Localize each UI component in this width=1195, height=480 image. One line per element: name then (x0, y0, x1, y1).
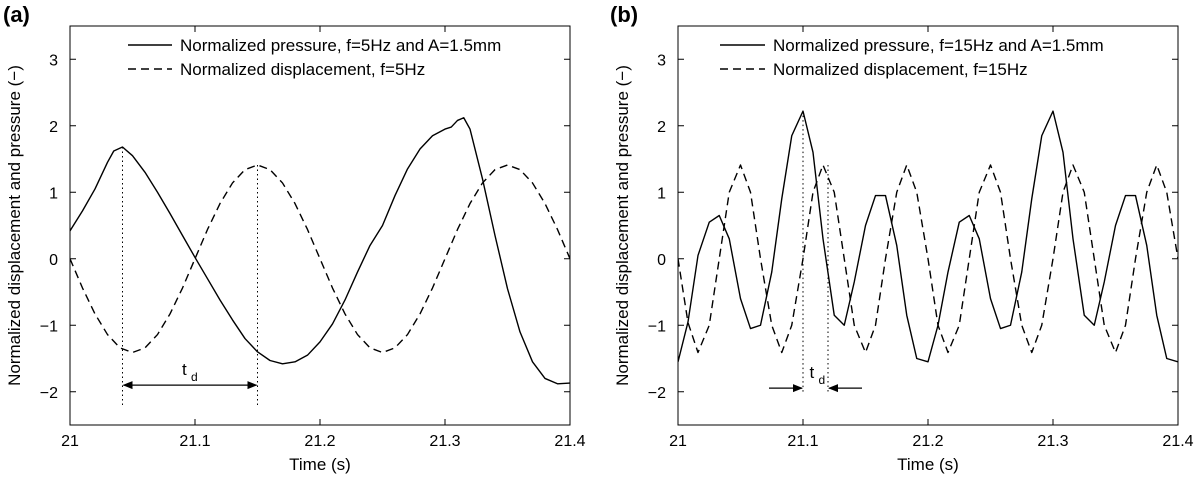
y-tick-label: 3 (49, 52, 58, 69)
chart-panel-a: (a) t d 21 21.1 21.2 21.3 21.4 −2 −1 0 1 2 3 Time (s) N… (3, 2, 586, 474)
td-label: t (182, 360, 187, 379)
y-axis-label: Normalized displacement and pressure (−) (5, 65, 24, 386)
axes-frame (69, 25, 571, 426)
x-tick-label: 21.3 (1037, 433, 1068, 450)
y-tick-label: −1 (40, 318, 58, 335)
pressure-series-line (678, 110, 1178, 363)
x-axis-label: Time (s) (289, 455, 351, 474)
displacement-series-line (678, 164, 1178, 354)
legend-entry-label: Normalized pressure, f=5Hz and A=1.5mm (180, 36, 501, 55)
y-tick-label: 2 (657, 119, 666, 136)
legend-entry-label: Normalized displacement, f=15Hz (773, 60, 1028, 79)
y-tick-label: −1 (648, 318, 666, 335)
td-label: t (810, 363, 815, 382)
panel-label: (a) (3, 2, 30, 27)
y-tick-label: 0 (49, 252, 58, 269)
td-label-subscript: d (191, 370, 198, 384)
td-label-subscript: d (819, 373, 826, 387)
y-tick-label: −2 (40, 385, 58, 402)
x-tick-label: 21 (669, 433, 687, 450)
y-tick-label: 1 (657, 185, 666, 202)
plot-area (678, 110, 1178, 363)
y-tick-label: 3 (657, 52, 666, 69)
chart-panel-b: (b) t d 21 21.1 21.2 21.3 21.4 −2 −1 0 1 2 3 Time (s) N… (610, 2, 1194, 474)
y-tick-label: 0 (657, 252, 666, 269)
x-tick-label: 21.1 (179, 433, 210, 450)
panel-label: (b) (610, 2, 638, 27)
x-tick-label: 21.4 (554, 433, 585, 450)
x-tick-label: 21.2 (912, 433, 943, 450)
x-tick-label: 21.4 (1162, 433, 1193, 450)
x-tick-label: 21.1 (787, 433, 818, 450)
y-axis-label: Normalized displacement and pressure (−) (613, 65, 632, 386)
displacement-series-line (70, 164, 570, 354)
axes-frame (677, 25, 1179, 426)
x-tick-label: 21 (61, 433, 79, 450)
x-tick-label: 21.3 (429, 433, 460, 450)
pressure-series-line (70, 117, 570, 385)
x-axis-label: Time (s) (897, 455, 959, 474)
legend-entry-label: Normalized displacement, f=5Hz (180, 60, 425, 79)
plot-area (70, 117, 570, 385)
y-tick-label: 2 (49, 119, 58, 136)
y-tick-label: −2 (648, 385, 666, 402)
legend-entry-label: Normalized pressure, f=15Hz and A=1.5mm (773, 36, 1104, 55)
x-tick-label: 21.2 (304, 433, 335, 450)
y-tick-label: 1 (49, 185, 58, 202)
